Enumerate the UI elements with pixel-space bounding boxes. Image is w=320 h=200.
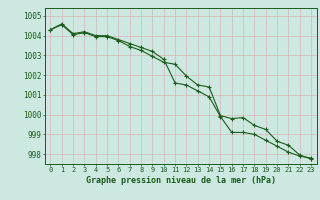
X-axis label: Graphe pression niveau de la mer (hPa): Graphe pression niveau de la mer (hPa) [86,176,276,185]
